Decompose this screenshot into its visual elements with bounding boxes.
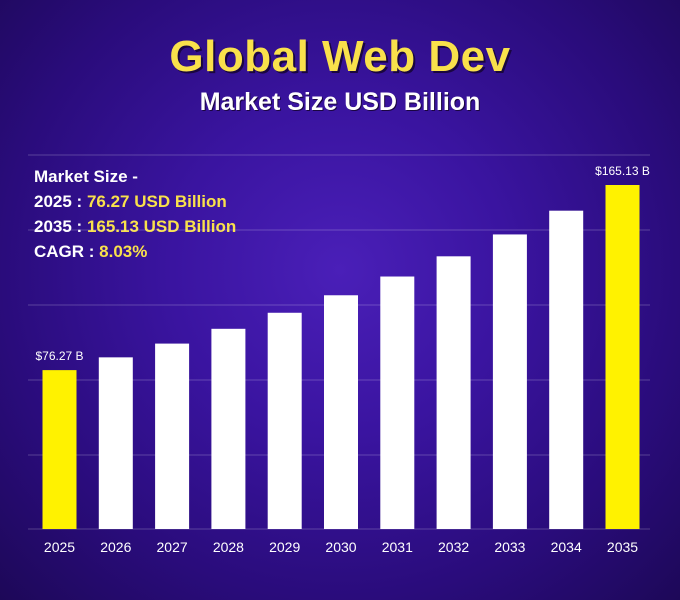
summary-label: CAGR : (34, 242, 100, 261)
x-tick-label: 2029 (269, 539, 300, 555)
summary-value: 8.03% (99, 242, 148, 261)
bar-2030 (324, 295, 358, 529)
summary-row-cagr: CAGR : 8.03% (34, 239, 236, 264)
data-label-2025: $76.27 B (35, 349, 83, 363)
bar-2029 (267, 312, 302, 529)
x-tick-label: 2030 (325, 539, 356, 555)
bar-2028 (211, 328, 246, 529)
x-tick-label: 2026 (100, 539, 131, 555)
summary-heading: Market Size - (34, 167, 138, 186)
summary-value: 76.27 USD Billion (86, 192, 227, 211)
x-tick-label: 2033 (494, 539, 525, 555)
chart-title: Global Web Dev (169, 32, 511, 81)
x-tick-label: 2028 (213, 539, 244, 555)
bar-2027 (155, 343, 190, 529)
chart-subtitle: Market Size USD Billion (199, 88, 481, 116)
bar-2034 (549, 210, 584, 529)
summary-value: 165.13 USD Billion (86, 217, 237, 236)
x-tick-label: 2025 (44, 539, 75, 555)
x-tick-label: 2027 (157, 539, 188, 555)
market-size-summary: Market Size - 2025 : 76.27 USD Billion 2… (34, 164, 236, 264)
x-tick-label: 2031 (382, 539, 413, 555)
summary-row-2035: 2035 : 165.13 USD Billion (34, 214, 236, 239)
bar-2026 (98, 357, 133, 529)
data-label-2035: $165.13 B (595, 164, 650, 178)
bar-2035 (605, 185, 640, 529)
summary-label: 2035 : (34, 217, 87, 236)
summary-label: 2025 : (34, 192, 87, 211)
x-tick-label: 2032 (438, 539, 469, 555)
x-tick-label: 2034 (551, 539, 582, 555)
summary-row-2025: 2025 : 76.27 USD Billion (34, 189, 236, 214)
x-tick-label: 2035 (607, 539, 638, 555)
bar-2031 (380, 276, 415, 529)
bar-2033 (492, 234, 527, 529)
bar-2025 (42, 370, 77, 529)
bar-2032 (436, 256, 471, 529)
